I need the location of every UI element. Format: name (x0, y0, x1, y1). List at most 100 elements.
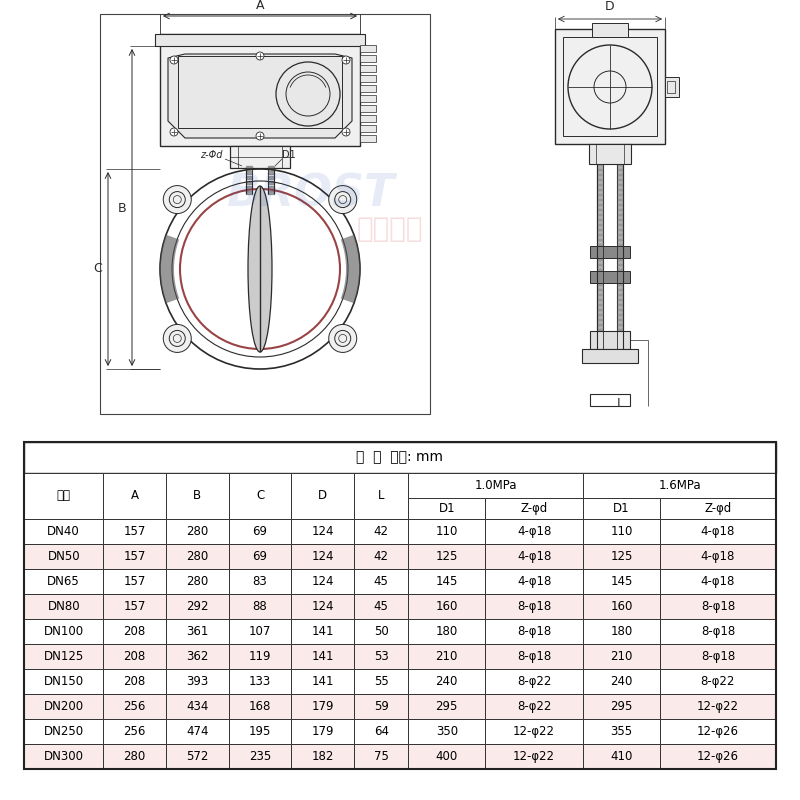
Text: 157: 157 (123, 575, 146, 588)
Bar (354, 744, 408, 769)
Bar (229, 594, 291, 619)
Circle shape (256, 52, 264, 60)
Bar (291, 694, 354, 719)
Polygon shape (597, 190, 603, 194)
Text: DN40: DN40 (47, 525, 80, 538)
Bar (408, 498, 486, 519)
Polygon shape (597, 215, 603, 219)
Bar (360, 115, 376, 122)
Polygon shape (268, 171, 274, 174)
Bar (408, 619, 486, 644)
Polygon shape (597, 345, 603, 349)
Polygon shape (597, 240, 603, 244)
Polygon shape (597, 180, 603, 184)
Text: 8-φ18: 8-φ18 (701, 625, 735, 638)
Bar (660, 519, 776, 544)
Bar (229, 694, 291, 719)
Polygon shape (617, 270, 623, 274)
Polygon shape (597, 260, 603, 264)
Polygon shape (617, 190, 623, 194)
Text: 124: 124 (311, 600, 334, 613)
Bar (583, 744, 660, 769)
Bar (360, 125, 376, 132)
Bar (229, 519, 291, 544)
Bar (582, 349, 638, 363)
Bar (660, 569, 776, 594)
Text: 295: 295 (436, 700, 458, 713)
Bar (103, 669, 166, 694)
Polygon shape (597, 205, 603, 209)
Text: B: B (194, 490, 202, 502)
Polygon shape (617, 250, 623, 254)
Bar (229, 619, 291, 644)
Bar (486, 569, 583, 594)
Bar (166, 619, 229, 644)
Text: DN300: DN300 (44, 750, 84, 763)
Bar (583, 498, 660, 519)
Bar (583, 519, 660, 544)
Bar (667, 81, 675, 93)
Bar (24, 519, 103, 544)
Bar (408, 719, 486, 744)
Text: 1.6MPa: 1.6MPa (658, 479, 701, 492)
Bar (590, 394, 630, 406)
Circle shape (329, 186, 357, 214)
Polygon shape (617, 330, 623, 334)
Text: 235: 235 (249, 750, 271, 763)
Circle shape (342, 56, 350, 64)
Text: 1.0MPa: 1.0MPa (474, 479, 517, 492)
Polygon shape (617, 275, 623, 279)
Text: 474: 474 (186, 725, 209, 738)
Bar (583, 473, 776, 498)
Polygon shape (246, 186, 252, 189)
Polygon shape (617, 305, 623, 309)
Text: 141: 141 (311, 650, 334, 663)
Text: 362: 362 (186, 650, 209, 663)
Polygon shape (617, 325, 623, 329)
Bar (230, 146, 290, 168)
Bar (486, 744, 583, 769)
Bar (166, 719, 229, 744)
Bar (596, 144, 624, 164)
Bar (291, 519, 354, 544)
Bar (408, 473, 583, 498)
Polygon shape (597, 230, 603, 234)
Bar (103, 519, 166, 544)
Polygon shape (617, 255, 623, 259)
Bar (291, 669, 354, 694)
Bar (665, 77, 679, 97)
Polygon shape (617, 200, 623, 204)
Text: 256: 256 (123, 700, 146, 713)
Polygon shape (617, 230, 623, 234)
Bar (408, 594, 486, 619)
Polygon shape (268, 186, 274, 189)
Bar (660, 594, 776, 619)
Text: 4-φ18: 4-φ18 (517, 550, 551, 563)
Text: 256: 256 (123, 725, 146, 738)
Text: 110: 110 (436, 525, 458, 538)
Polygon shape (617, 205, 623, 209)
Bar (360, 105, 376, 112)
Bar (408, 519, 486, 544)
Polygon shape (617, 335, 623, 339)
Bar (486, 719, 583, 744)
Bar (100, 14, 430, 414)
Bar (166, 744, 229, 769)
Text: 280: 280 (186, 575, 209, 588)
Bar (486, 644, 583, 669)
Bar (291, 744, 354, 769)
Text: DN125: DN125 (43, 650, 84, 663)
Text: 59: 59 (374, 700, 389, 713)
Bar (486, 594, 583, 619)
Polygon shape (617, 245, 623, 249)
Bar (660, 744, 776, 769)
Bar (360, 85, 376, 92)
Bar (589, 144, 631, 164)
Text: 160: 160 (610, 600, 633, 613)
Polygon shape (597, 275, 603, 279)
Text: A: A (256, 0, 264, 12)
Polygon shape (268, 166, 274, 169)
Bar (24, 473, 103, 519)
Text: C: C (94, 262, 102, 275)
Text: 160: 160 (436, 600, 458, 613)
